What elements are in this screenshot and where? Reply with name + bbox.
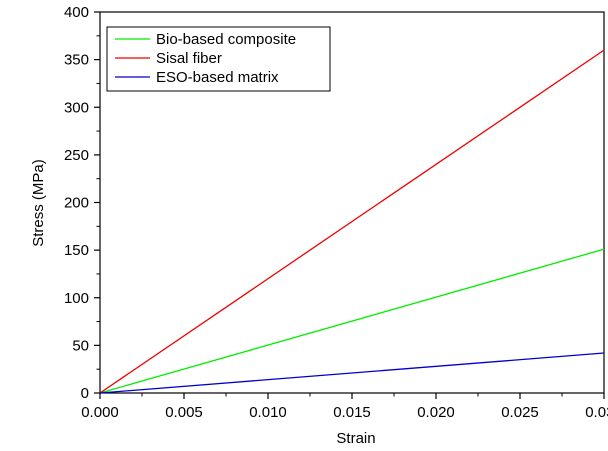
series-line-eso-based-matrix xyxy=(99,352,605,394)
y-tick-label: 400 xyxy=(64,4,89,21)
y-tick-label: 250 xyxy=(64,147,89,164)
x-tick-label: 0.030 xyxy=(585,404,608,421)
series-line-bio-based-composite xyxy=(99,248,605,394)
x-tick-label: 0.015 xyxy=(333,404,371,421)
x-tick-label: 0.000 xyxy=(81,404,119,421)
x-axis-title: Strain xyxy=(336,430,375,447)
legend-box xyxy=(106,26,331,92)
legend-label: Sisal fiber xyxy=(156,50,222,67)
y-tick-label: 150 xyxy=(64,242,89,259)
x-tick-label: 0.025 xyxy=(501,404,539,421)
y-axis-title: Stress (MPa) xyxy=(30,159,47,247)
y-tick-label: 300 xyxy=(64,99,89,116)
y-tick-label: 50 xyxy=(72,337,89,354)
y-tick-label: 100 xyxy=(64,290,89,307)
y-tick-label: 350 xyxy=(64,52,89,69)
x-tick-label: 0.020 xyxy=(417,404,455,421)
legend-label: Bio-based composite xyxy=(156,31,296,48)
y-tick-label: 0 xyxy=(81,385,89,402)
legend-label: ESO-based matrix xyxy=(156,69,279,86)
x-tick-label: 0.005 xyxy=(165,404,203,421)
x-tick-label: 0.010 xyxy=(249,404,287,421)
series-lines xyxy=(99,49,605,394)
axes: 0.000 0.005 0.010 0.015 0.020 0.025 0.030 0 50 10… xyxy=(64,4,608,421)
legend: Bio-based composite Sisal fiber ESO-based … xyxy=(106,26,331,92)
y-tick-label: 200 xyxy=(64,195,89,212)
series-line-sisal-fiber xyxy=(99,49,605,394)
